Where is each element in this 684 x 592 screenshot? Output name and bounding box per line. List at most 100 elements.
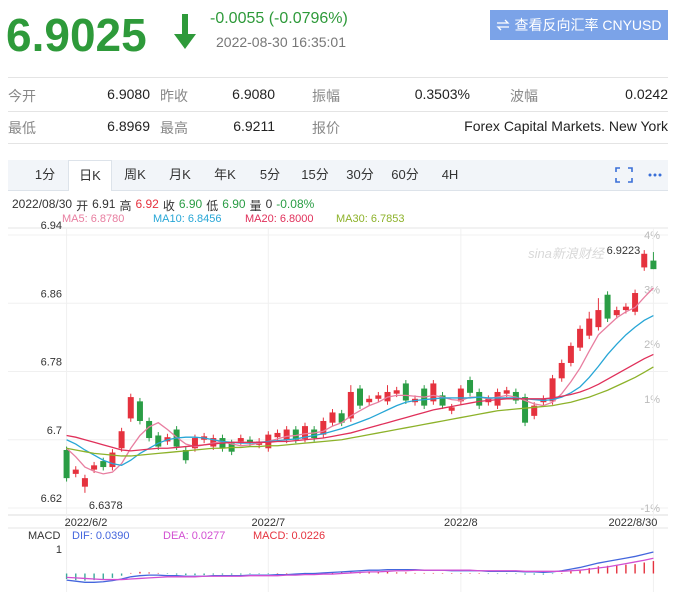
period-tab[interactable]: 周K (124, 167, 146, 182)
macd-bar (487, 573, 490, 575)
watermark: sina新浪财经 (528, 246, 606, 261)
macd-bar (230, 573, 233, 575)
candle-body (549, 378, 556, 402)
candle-body (146, 420, 153, 439)
macd-bar (542, 573, 545, 575)
stat-label: 最高 (160, 120, 188, 136)
macd-bar (221, 573, 224, 575)
info-text: 高 (119, 199, 132, 213)
stat-label: 波幅 (510, 88, 538, 104)
candle-body (595, 310, 602, 328)
candle-body (329, 412, 336, 423)
candle-body (632, 293, 639, 312)
y-tick-label: 6.62 (41, 493, 62, 505)
y-tick-label: 6.7 (47, 425, 62, 437)
period-tabs: 1分 日K 周K 月K 年K 5分 15分 30分 60分 4H (8, 160, 668, 191)
macd-bar (506, 573, 508, 575)
candle-body (246, 439, 253, 444)
macd-bar (368, 571, 370, 574)
period-tab[interactable]: 60分 (391, 167, 419, 182)
candle-body (402, 383, 409, 401)
macd-bar (570, 571, 572, 574)
macd-bar (634, 564, 636, 574)
stat-label: 振幅 (312, 88, 340, 104)
candle-body (109, 452, 116, 468)
macd-bar (194, 573, 196, 576)
candle-body (366, 398, 373, 403)
period-tab[interactable]: 年K (214, 167, 236, 182)
period-tab[interactable]: 5分 (259, 167, 281, 182)
stat-value: Forex Capital Markets. New York (464, 118, 668, 134)
candle-body (118, 431, 125, 449)
stat-value: 6.9211 (233, 118, 275, 134)
macd-bar (469, 573, 471, 574)
candle-body (650, 260, 657, 270)
candle-body (604, 294, 611, 319)
info-text: 开 (76, 199, 89, 213)
macd-line (66, 557, 654, 581)
candle-body (512, 391, 519, 401)
candle-body (311, 429, 318, 439)
high-annotation: 6.9223 (607, 245, 641, 257)
macd-bar (148, 572, 150, 574)
candle-body (301, 426, 308, 439)
macd-bar (579, 569, 581, 574)
candle-body (136, 401, 143, 421)
period-tab[interactable]: 30分 (346, 167, 374, 182)
info-text: 6.92 (135, 197, 159, 211)
candle-body (210, 438, 217, 447)
y-tick-label: 6.86 (41, 288, 62, 300)
candle-body (182, 449, 189, 461)
candle-body (63, 449, 70, 479)
macd-bar (84, 573, 86, 581)
legend-entry: MA30: 6.7853 (336, 213, 405, 225)
last-price: 6.9025 (6, 9, 147, 61)
y2-tick-label: -1% (640, 503, 660, 515)
period-tab[interactable]: 4H (441, 167, 459, 182)
fullscreen-icon[interactable] (615, 167, 633, 183)
macd-bar (423, 572, 425, 574)
y-tick-label: 6.78 (41, 357, 62, 369)
period-tab[interactable]: 1分 (34, 167, 56, 182)
legend-entry: MA20: 6.8000 (245, 213, 314, 225)
period-tab[interactable]: 日K (68, 160, 112, 191)
candle-body (586, 318, 593, 336)
macd-bar (441, 573, 444, 574)
candle-body (439, 395, 446, 406)
macd-bar (120, 573, 123, 576)
info-text: 6.90 (178, 197, 203, 211)
candle-body (393, 390, 400, 394)
ma-line (66, 353, 654, 452)
info-text: -0.08% (276, 197, 315, 211)
macd-bar (185, 573, 187, 576)
divider (8, 77, 668, 78)
macd-bar (643, 562, 645, 574)
macd-bar (249, 573, 251, 575)
macd-bar (625, 564, 627, 574)
candle-body (100, 461, 107, 468)
reverse-rate-button[interactable]: 查看反向汇率 CNYUSD (490, 10, 668, 40)
macd-bar (285, 573, 288, 574)
period-tab[interactable]: 月K (169, 167, 191, 182)
more-icon[interactable] (648, 173, 662, 177)
macd-legend: DIF: 0.0390 (72, 530, 129, 542)
macd-bar (395, 572, 398, 574)
candle-body (81, 478, 88, 487)
macd-bar (533, 573, 535, 575)
candle-body (503, 390, 510, 394)
candle-body (476, 391, 483, 406)
swap-icon (496, 19, 511, 31)
stat-label: 昨收 (160, 88, 188, 104)
candle-body (622, 306, 629, 311)
candle-body (338, 413, 345, 423)
info-text: 收 (162, 199, 175, 213)
macd-bar (111, 573, 114, 578)
candle-body (430, 383, 437, 402)
period-tab[interactable]: 15分 (301, 167, 329, 182)
macd-bar (405, 572, 407, 574)
candle-body (237, 438, 244, 442)
macd-bar (652, 561, 655, 574)
candle-body (127, 397, 134, 419)
candle-body (558, 362, 565, 379)
